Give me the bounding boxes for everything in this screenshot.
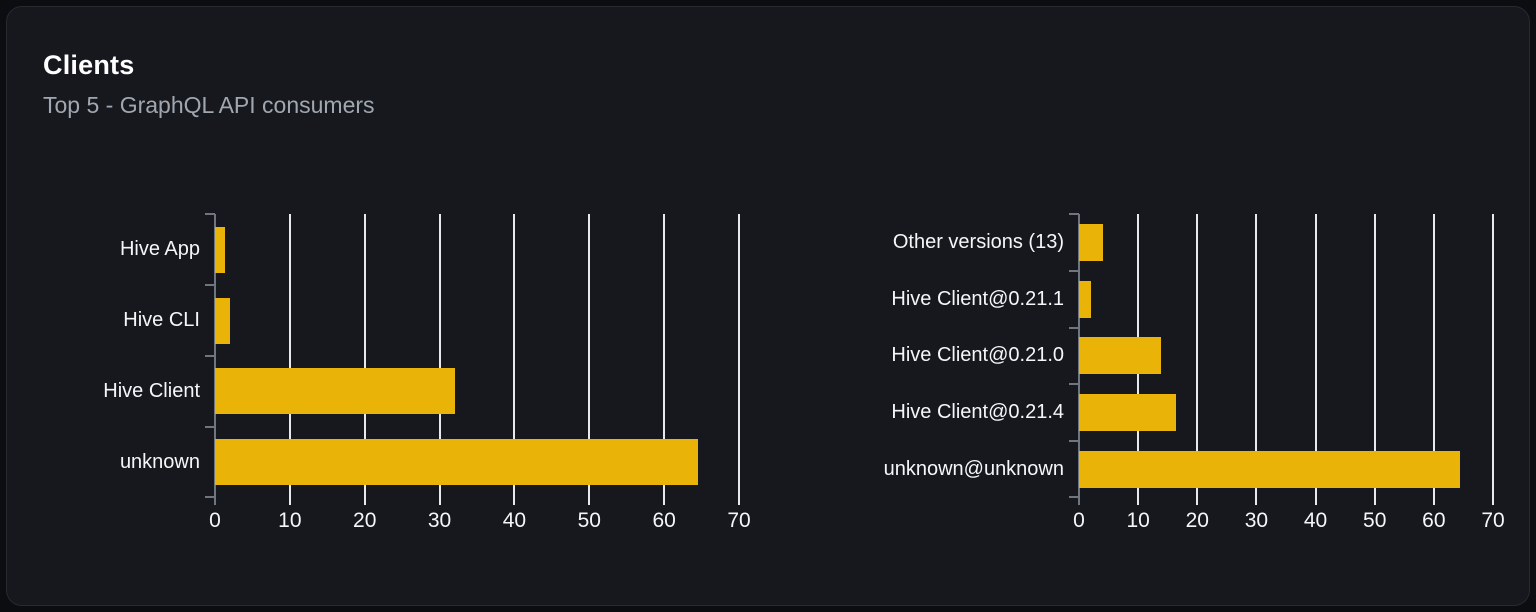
category-labels: Other versions (13) Hive Client@0.21.1 Hiv… (842, 214, 1079, 541)
gridline (513, 214, 516, 506)
plot-area-column: 0 10 20 30 40 50 60 70 (1069, 213, 1505, 541)
y-axis-tick (205, 425, 215, 428)
y-axis-tick (205, 284, 215, 287)
chart-clients-by-name: Hive App Hive CLI Hive Client unknown 0 10 20 3… (43, 213, 751, 541)
gridline (1432, 214, 1435, 506)
card-header: Clients Top 5 - GraphQL API consumers (43, 50, 1493, 119)
category-label: Other versions (13) (892, 231, 1064, 254)
y-axis-tick (1069, 326, 1079, 329)
x-tick-label: 30 (427, 509, 452, 533)
bar-unknown-unknown[interactable] (1079, 450, 1461, 488)
x-axis-tick-labels: 0 10 20 30 40 50 60 70 (209, 497, 751, 541)
x-tick-label: 70 (727, 509, 751, 533)
y-axis-tick (1069, 439, 1079, 442)
charts-row: Hive App Hive CLI Hive Client unknown 0 10 20 3… (43, 213, 1505, 541)
category-label: Hive CLI (123, 309, 200, 332)
bar-hive-client-0-21-1[interactable] (1079, 280, 1091, 318)
bar-hive-app[interactable] (215, 226, 225, 273)
x-tick-label: 10 (278, 509, 302, 533)
y-axis-tick (205, 354, 215, 357)
category-label: Hive Client@0.21.0 (891, 344, 1064, 367)
gridline (1492, 214, 1494, 506)
x-axis-tick-labels: 0 10 20 30 40 50 60 70 (1073, 497, 1505, 541)
category-label: Hive App (119, 238, 200, 261)
gridline (1314, 214, 1317, 506)
x-tick-label: 40 (502, 509, 527, 533)
gridline (738, 214, 740, 506)
plot-area (205, 213, 740, 506)
y-axis-tick (205, 496, 215, 499)
x-tick-label: 70 (1481, 509, 1505, 533)
x-tick-label: 0 (209, 509, 221, 533)
gridline (363, 214, 366, 506)
x-tick-label: 50 (577, 509, 601, 533)
x-tick-label: 20 (1185, 509, 1209, 533)
y-axis-tick (1069, 496, 1079, 499)
x-tick-label: 60 (652, 509, 676, 533)
category-labels: Hive App Hive CLI Hive Client unknown (43, 214, 215, 541)
card-subtitle: Top 5 - GraphQL API consumers (43, 91, 375, 118)
category-label: unknown (119, 450, 200, 473)
gridline (663, 214, 666, 506)
x-tick-label: 60 (1422, 509, 1446, 533)
plot-area-column: 0 10 20 30 40 50 60 70 (205, 213, 751, 541)
chart-clients-by-version: Other versions (13) Hive Client@0.21.1 Hiv… (842, 213, 1505, 541)
gridline (1373, 214, 1376, 506)
y-axis-tick (205, 213, 215, 216)
category-label: Hive Client@0.21.1 (891, 287, 1064, 310)
y-axis-tick (1069, 383, 1079, 386)
bar-hive-client-0-21-4[interactable] (1079, 394, 1176, 432)
bar-hive-cli[interactable] (215, 297, 230, 344)
gridline (588, 214, 591, 506)
gridline (288, 214, 291, 506)
bar-other-versions-13-[interactable] (1079, 224, 1103, 262)
x-tick-label: 50 (1363, 509, 1387, 533)
category-label: Hive Client@0.21.4 (891, 401, 1064, 424)
x-tick-label: 0 (1073, 509, 1085, 533)
category-label: Hive Client (103, 379, 200, 402)
x-tick-label: 30 (1244, 509, 1269, 533)
gridline (438, 214, 441, 506)
bar-hive-client-0-21-0[interactable] (1079, 337, 1161, 375)
page-title: Clients (43, 50, 135, 80)
y-axis-tick (1069, 270, 1079, 273)
x-tick-label: 40 (1303, 509, 1328, 533)
gridline (1255, 214, 1258, 506)
x-tick-label: 20 (353, 509, 377, 533)
plot-area (1069, 213, 1494, 506)
bar-hive-client[interactable] (215, 368, 455, 415)
y-axis-tick (1069, 213, 1079, 216)
clients-card: Clients Top 5 - GraphQL API consumers Hi… (6, 6, 1530, 606)
bar-unknown[interactable] (215, 439, 698, 486)
y-axis-line (214, 214, 216, 506)
category-label: unknown@unknown (883, 457, 1064, 480)
gridline (1196, 214, 1199, 506)
x-tick-label: 10 (1126, 509, 1150, 533)
